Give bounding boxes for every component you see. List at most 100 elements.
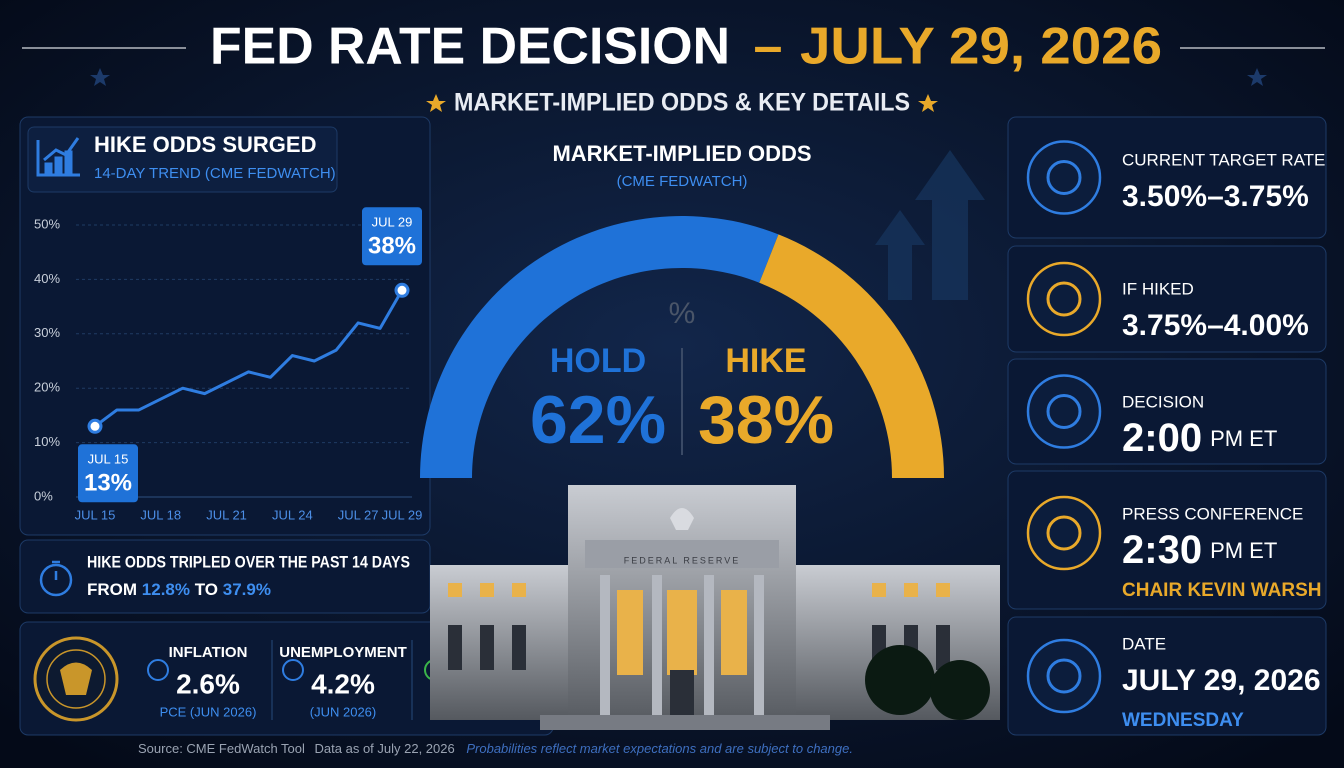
annotation-box <box>362 207 422 266</box>
y-tick-label: 40% <box>34 271 60 286</box>
callout-text: HIKE ODDS TRIPLED OVER THE PAST 14 DAYS <box>87 552 410 571</box>
indicator-icon <box>147 659 169 681</box>
indicator-label: INFLATION <box>169 644 248 661</box>
card-value: 2:30 PM ET <box>1122 528 1277 572</box>
card-label: DECISION <box>1122 392 1204 411</box>
bg-arrows <box>875 150 985 300</box>
callout-to-word: TO <box>195 580 218 599</box>
card-icon-inner <box>1046 281 1082 317</box>
seal <box>33 636 119 722</box>
card-icon-inner <box>1046 160 1082 195</box>
callout-panel <box>19 539 431 614</box>
card-note: CHAIR KEVIN WARSH <box>1122 580 1322 601</box>
card-icon <box>1026 495 1102 571</box>
y-tick-label: 0% <box>34 488 53 503</box>
indicator-note: PCE (JUN 2026) <box>160 704 257 719</box>
x-tick-label: JUL 18 <box>140 507 181 522</box>
gauge-segment <box>759 234 944 478</box>
building-label: FEDERAL RESERVE <box>624 555 741 565</box>
card-label: DATE <box>1122 634 1166 653</box>
card-icon <box>1026 140 1102 215</box>
star <box>1247 68 1267 86</box>
card-value-unit: PM ET <box>1210 538 1277 563</box>
stopwatch-icon <box>39 560 73 597</box>
footer-as-of: Data as of July 22, 2026 <box>315 741 455 756</box>
annotation-date: JUL 15 <box>88 452 129 467</box>
card-icon-inner <box>1046 394 1082 429</box>
end-dot <box>87 418 103 434</box>
title-separator: – <box>754 18 783 76</box>
card-value-main: JULY 29, 2026 <box>1122 664 1321 697</box>
trend-panel <box>19 116 431 536</box>
trend-title: HIKE ODDS SURGED <box>94 132 316 157</box>
end-dot <box>394 282 410 298</box>
trend-subtitle: 14-DAY TREND (CME FEDWATCH) <box>94 165 336 182</box>
gauge-category: HOLD <box>550 342 646 380</box>
x-tick-label: JUL 24 <box>272 507 313 522</box>
card-label: CURRENT TARGET RATE <box>1122 150 1325 169</box>
card-icon-inner <box>1046 658 1082 694</box>
x-tick-label: JUL 27 <box>338 507 379 522</box>
cards: CURRENT TARGET RATE 3.50%–3.75% IF HIKED 3.… <box>1007 116 1327 736</box>
callout-from-word: FROM <box>87 580 137 599</box>
card <box>1007 116 1327 239</box>
y-tick-label: 20% <box>34 380 60 395</box>
card-note: WEDNESDAY <box>1122 710 1244 731</box>
x-tick-label: JUL 15 <box>75 507 116 522</box>
callout-from: 12.8% <box>142 580 190 599</box>
gauge-category: HIKE <box>725 342 806 380</box>
trend-header <box>27 126 338 193</box>
indicator-label: UNEMPLOYMENT <box>279 644 407 661</box>
footer-disclaimer: Probabilities reflect market expectation… <box>466 741 853 756</box>
card-icon <box>1026 638 1102 714</box>
card-value-main: 2:30 <box>1122 528 1202 572</box>
card-value-main: 3.50%–3.75% <box>1122 180 1309 213</box>
indicator-value: 4.2% <box>311 668 375 699</box>
federal-reserve-building <box>430 485 1000 730</box>
y-tick-label: 10% <box>34 434 60 449</box>
y-tick-label: 50% <box>34 216 60 231</box>
card-value-main: 3.75%–4.00% <box>1122 309 1309 342</box>
card-value-main: 2:00 <box>1122 416 1202 460</box>
indicator-icon <box>282 659 304 681</box>
indicator-value: 2.6% <box>176 668 240 699</box>
callout-range: FROM 12.8% TO 37.9% <box>87 580 271 599</box>
callout-to: 37.9% <box>223 580 271 599</box>
star <box>918 94 938 112</box>
gauge-subtitle: (CME FEDWATCH) <box>617 173 748 190</box>
gauge-segment <box>420 216 779 478</box>
x-tick-label: JUL 21 <box>206 507 247 522</box>
card-value-unit: PM ET <box>1210 426 1277 451</box>
indicator-note: (JUN 2026) <box>310 704 376 719</box>
annotation-value: 13% <box>84 470 132 497</box>
trend-line <box>94 289 404 428</box>
footer: Source: CME FedWatch Tool Data as of Jul… <box>138 741 853 756</box>
gauge-title: MARKET-IMPLIED ODDS <box>552 141 811 166</box>
x-tick-label: JUL 29 <box>382 507 423 522</box>
card-value: 3.75%–4.00% <box>1122 309 1309 342</box>
card <box>1007 616 1327 736</box>
trend-icon <box>36 137 80 177</box>
star <box>426 94 446 112</box>
card-value: JULY 29, 2026 <box>1122 664 1321 697</box>
card-label: PRESS CONFERENCE <box>1122 504 1303 523</box>
card-label: IF HIKED <box>1122 279 1194 298</box>
card-value: 2:00 PM ET <box>1122 416 1277 460</box>
card-icon <box>1026 261 1102 337</box>
annotation-date: JUL 29 <box>372 215 413 230</box>
subtitle: MARKET-IMPLIED ODDS & KEY DETAILS <box>454 89 910 117</box>
star <box>90 68 110 86</box>
line-chart: 0% 10% 20% 30% 40% 50% JUL 15 JUL 18 JUL 21 JUL 2… <box>34 207 422 522</box>
gauge-value: 38% <box>698 382 834 458</box>
annotation-box <box>78 444 138 503</box>
gauge-value: 62% <box>530 382 666 458</box>
card-icon <box>1026 374 1102 449</box>
annotation-value: 38% <box>368 233 416 260</box>
title-date: JULY 29, 2026 <box>800 18 1162 76</box>
gauge-center-label: % <box>669 297 696 330</box>
card-value: 3.50%–3.75% <box>1122 180 1309 213</box>
title: FED RATE DECISION <box>210 18 730 76</box>
